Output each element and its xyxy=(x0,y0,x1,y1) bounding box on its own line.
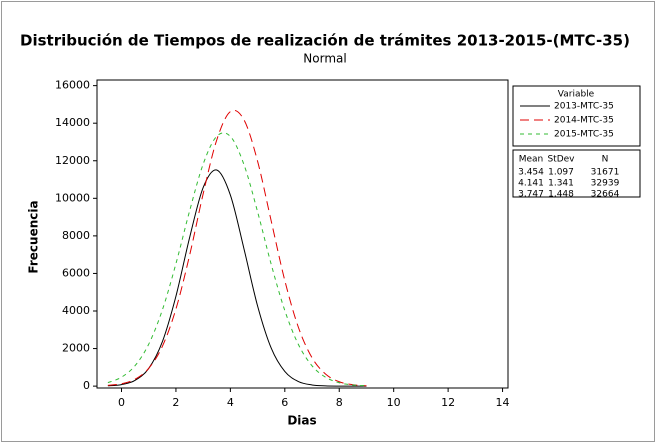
stats-cell: 32939 xyxy=(591,179,620,189)
x-tick-label: 10 xyxy=(387,396,401,409)
chart-title: Distribución de Tiempos de realización d… xyxy=(20,32,630,50)
x-tick-label: 14 xyxy=(496,396,510,409)
y-tick-label: 2000 xyxy=(62,342,90,355)
x-tick-label: 8 xyxy=(336,396,343,409)
stats-cell: 31671 xyxy=(591,168,620,178)
plot-area xyxy=(96,79,509,389)
stats-cell: 1.341 xyxy=(548,179,574,189)
y-tick-label: 8000 xyxy=(62,229,90,242)
stats-cell: 32664 xyxy=(591,190,620,200)
y-tick-label: 16000 xyxy=(55,79,90,92)
stats-header: Mean xyxy=(519,155,544,165)
legend-label: 2015-MTC-35 xyxy=(554,130,614,140)
y-axis-label: Frecuencia xyxy=(27,200,41,273)
x-tick-label: 6 xyxy=(281,396,288,409)
stats-cell: 1.097 xyxy=(548,168,574,178)
y-tick-label: 14000 xyxy=(55,116,90,129)
stats-cell: 3.454 xyxy=(518,168,544,178)
x-tick-label: 0 xyxy=(118,396,125,409)
y-tick-label: 4000 xyxy=(62,304,90,317)
x-tick-label: 12 xyxy=(441,396,455,409)
y-tick-label: 12000 xyxy=(55,154,90,167)
x-tick-label: 2 xyxy=(172,396,179,409)
stats-cell: 1.448 xyxy=(548,190,574,200)
x-axis-label: Dias xyxy=(287,414,316,428)
y-tick-label: 6000 xyxy=(62,266,90,279)
legend-label: 2014-MTC-35 xyxy=(554,116,614,126)
stats-header: N xyxy=(602,155,609,165)
stats-cell: 3.747 xyxy=(518,190,544,200)
series-line xyxy=(107,109,367,387)
legend-label: 2013-MTC-35 xyxy=(554,102,614,112)
x-tick-label: 4 xyxy=(227,396,234,409)
y-tick-label: 10000 xyxy=(55,191,90,204)
stats-header: StDev xyxy=(547,155,575,165)
stats-box xyxy=(512,149,641,198)
stats-cell: 4.141 xyxy=(518,179,544,189)
chart-subtitle: Normal xyxy=(303,52,346,66)
y-tick-label: 0 xyxy=(83,379,90,392)
series-line xyxy=(107,132,367,387)
legend-box xyxy=(512,85,641,147)
legend-title: Variable xyxy=(558,90,595,100)
